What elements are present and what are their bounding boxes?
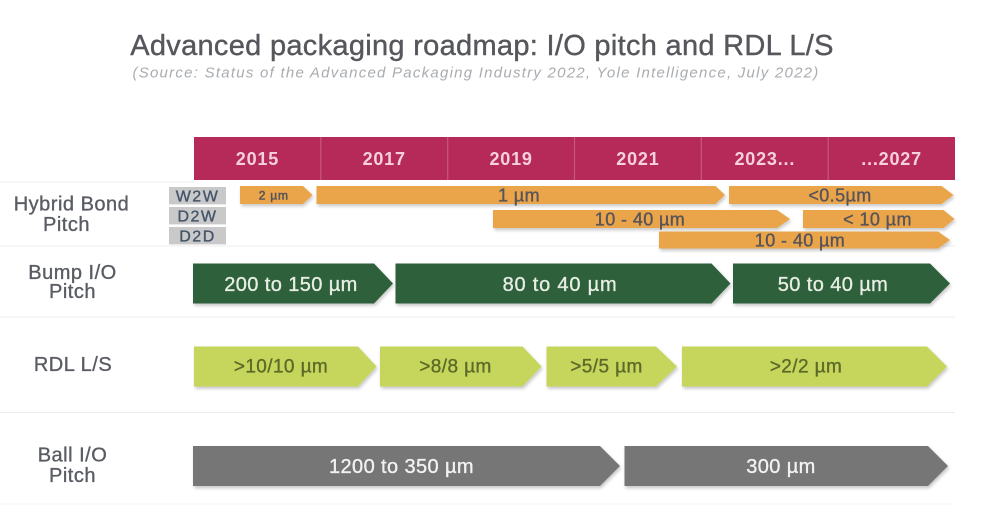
svg-text:2015: 2015 <box>236 149 279 169</box>
svg-text:< 10 µm: < 10 µm <box>843 210 912 230</box>
svg-text:RDL L/S: RDL L/S <box>34 354 112 376</box>
svg-text:>10/10 µm: >10/10 µm <box>234 357 328 378</box>
svg-text:50 to 40 µm: 50 to 40 µm <box>778 274 888 296</box>
svg-text:10 - 40 µm: 10 - 40 µm <box>755 231 845 251</box>
svg-text:200 to 150 µm: 200 to 150 µm <box>224 274 357 296</box>
svg-text:80 to 40 µm: 80 to 40 µm <box>503 274 618 296</box>
svg-text:D2D: D2D <box>179 229 216 246</box>
svg-text:2021: 2021 <box>616 149 659 169</box>
svg-text:Advanced packaging roadmap: I/: Advanced packaging roadmap: I/O pitch an… <box>130 30 834 62</box>
svg-text:300 µm: 300 µm <box>746 456 816 478</box>
svg-text:>5/5 µm: >5/5 µm <box>570 357 642 378</box>
svg-text:>8/8 µm: >8/8 µm <box>419 357 491 378</box>
svg-text:Pitch: Pitch <box>49 465 96 487</box>
svg-text:Pitch: Pitch <box>43 214 90 236</box>
svg-text:W2W: W2W <box>176 189 220 206</box>
svg-text:...2027: ...2027 <box>861 149 922 169</box>
svg-text:Ball I/O: Ball I/O <box>38 445 108 467</box>
svg-text:2017: 2017 <box>363 149 406 169</box>
svg-text:D2W: D2W <box>177 209 217 226</box>
svg-text:2 µm: 2 µm <box>259 189 289 203</box>
svg-text:(Source: Status of the Advance: (Source: Status of the Advanced Packagin… <box>132 65 819 82</box>
svg-text:Bump I/O: Bump I/O <box>28 262 116 284</box>
svg-text:>2/2 µm: >2/2 µm <box>770 357 842 378</box>
svg-text:1 µm: 1 µm <box>498 186 540 206</box>
svg-text:2023...: 2023... <box>734 149 795 169</box>
svg-text:1200 to 350 µm: 1200 to 350 µm <box>329 456 474 478</box>
svg-text:Pitch: Pitch <box>49 281 96 303</box>
svg-text:10 - 40 µm: 10 - 40 µm <box>595 210 685 230</box>
svg-text:2019: 2019 <box>489 149 532 169</box>
svg-text:<0.5µm: <0.5µm <box>808 186 871 206</box>
svg-text:Hybrid Bond: Hybrid Bond <box>14 194 130 216</box>
